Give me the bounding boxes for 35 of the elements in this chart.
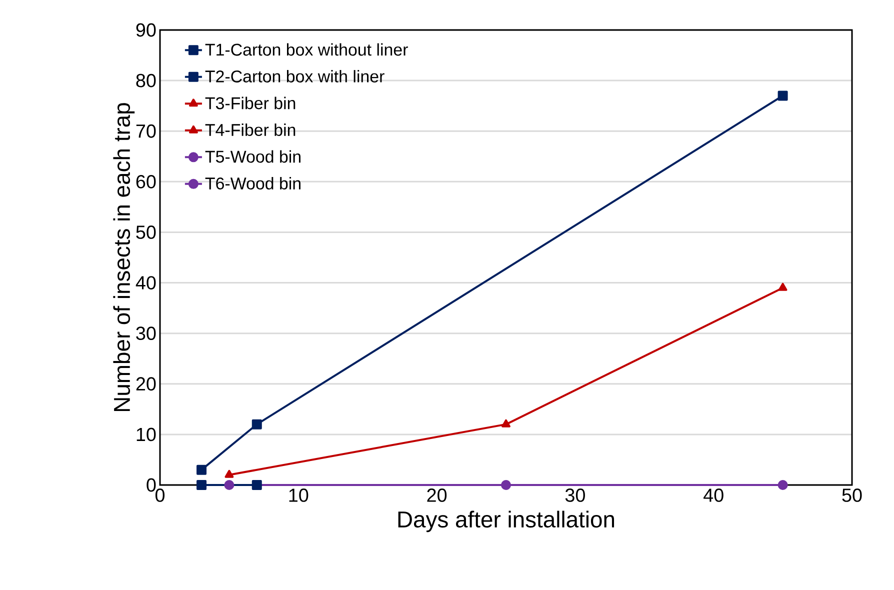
point xyxy=(501,480,511,490)
x-tick-label: 50 xyxy=(842,488,862,502)
y-tick-label: 20 xyxy=(136,377,156,391)
x-tick-label: 0 xyxy=(155,488,165,502)
y-tick-label: 60 xyxy=(136,174,156,188)
point xyxy=(224,480,234,490)
point xyxy=(778,282,788,291)
point xyxy=(778,480,788,490)
legend-label: T2-Carton box with liner xyxy=(205,70,384,82)
x-tick-label: 10 xyxy=(289,488,308,502)
x-tick-label: 30 xyxy=(565,488,585,502)
x-tick-label: 40 xyxy=(704,488,724,502)
y-tick-label: 30 xyxy=(136,326,156,340)
point xyxy=(196,480,207,490)
point xyxy=(502,419,510,428)
point xyxy=(252,480,262,490)
point xyxy=(778,90,788,101)
point xyxy=(252,419,262,430)
y-tick-label: 0 xyxy=(146,478,156,492)
legend-label: T1-Carton box without liner xyxy=(205,43,408,56)
x-axis-title: Days after installation xyxy=(398,510,614,532)
y-tick-label: 50 xyxy=(136,226,156,239)
y-tick-label: 10 xyxy=(136,428,156,442)
legend-label: T5-Wood bin xyxy=(205,150,300,163)
y-tick-label: 90 xyxy=(136,23,156,37)
x-tick-label: 20 xyxy=(427,488,447,502)
legend-label: T3-Fiber bin xyxy=(205,96,296,110)
y-tick-label: 40 xyxy=(136,276,156,290)
point xyxy=(196,464,207,475)
point xyxy=(224,470,234,478)
y-tick-label: 80 xyxy=(136,74,156,88)
legend-label: T4-Fiber bin xyxy=(205,124,296,136)
legend-label: T6-Wood bin xyxy=(205,177,300,190)
y-axis-title: Number of insects in each trap xyxy=(113,103,135,412)
y-tick-label: 70 xyxy=(136,124,156,138)
